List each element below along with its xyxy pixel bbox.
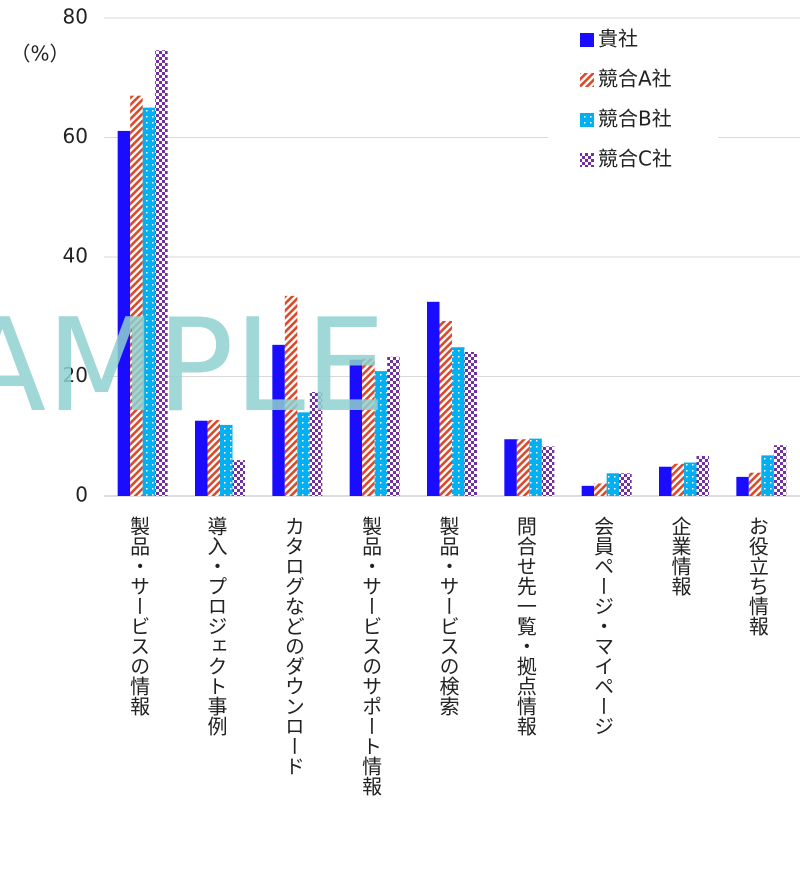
bar xyxy=(374,371,388,496)
x-tick-label: 製品・サービスのサポート情報 xyxy=(359,516,383,796)
bar xyxy=(581,485,595,496)
legend-label: 競合C社 xyxy=(598,147,672,171)
y-tick-label: 60 xyxy=(63,124,88,148)
bar xyxy=(362,358,375,496)
bar xyxy=(309,392,323,496)
x-tick-label: 導入・プロジェクト事例 xyxy=(204,516,228,736)
bar xyxy=(606,473,620,496)
y-tick-label: 80 xyxy=(63,5,88,29)
legend-label: 競合A社 xyxy=(598,67,672,91)
bar xyxy=(684,462,697,496)
y-axis-label: （%） xyxy=(10,42,69,66)
bar xyxy=(541,446,555,496)
bar xyxy=(619,473,632,496)
x-tick-label: 製品・サービスの検索 xyxy=(436,516,460,716)
legend-swatch xyxy=(580,33,594,47)
bar xyxy=(659,466,672,496)
bar xyxy=(464,352,477,496)
legend-swatch xyxy=(580,153,594,167)
x-tick-label: お役立ち情報 xyxy=(745,516,769,636)
bar xyxy=(427,301,440,496)
bar xyxy=(220,424,233,496)
bar xyxy=(504,439,517,496)
x-tick-label: 企業情報 xyxy=(668,516,692,596)
bar xyxy=(207,420,220,496)
legend-swatch xyxy=(580,73,594,87)
bar xyxy=(387,356,400,496)
legend-label: 貴社 xyxy=(598,27,638,51)
legend-label: 競合B社 xyxy=(598,107,672,131)
bar xyxy=(155,50,168,496)
x-tick-label: 会員ページ・マイページ xyxy=(591,516,615,736)
bar xyxy=(284,295,298,496)
y-tick-label: 0 xyxy=(75,483,88,507)
bar xyxy=(736,476,749,496)
y-tick-label: 40 xyxy=(63,244,88,268)
x-tick-label: 製品・サービスの情報 xyxy=(127,516,151,716)
bar xyxy=(696,455,709,496)
bar xyxy=(529,438,542,496)
legend-box xyxy=(548,20,718,190)
bar xyxy=(748,472,762,496)
bar xyxy=(516,439,530,496)
bar xyxy=(297,412,310,496)
bar xyxy=(117,130,131,497)
bar xyxy=(439,320,452,496)
x-tick-label: 問合せ先一覧・拠点情報 xyxy=(513,516,537,736)
bar xyxy=(232,460,245,496)
bar xyxy=(272,344,285,496)
x-tick-label: カタログなどのダウンロード xyxy=(281,516,305,776)
bar xyxy=(130,95,143,497)
bar xyxy=(671,463,684,496)
bar xyxy=(761,455,774,496)
bar xyxy=(142,107,156,496)
bar xyxy=(195,420,208,496)
bar xyxy=(594,483,607,496)
bar xyxy=(349,359,363,496)
bar xyxy=(773,445,787,496)
legend-swatch xyxy=(580,113,594,127)
bar xyxy=(452,347,465,496)
watermark: SAMPLE xyxy=(0,292,386,441)
y-tick-label: 20 xyxy=(63,363,88,387)
